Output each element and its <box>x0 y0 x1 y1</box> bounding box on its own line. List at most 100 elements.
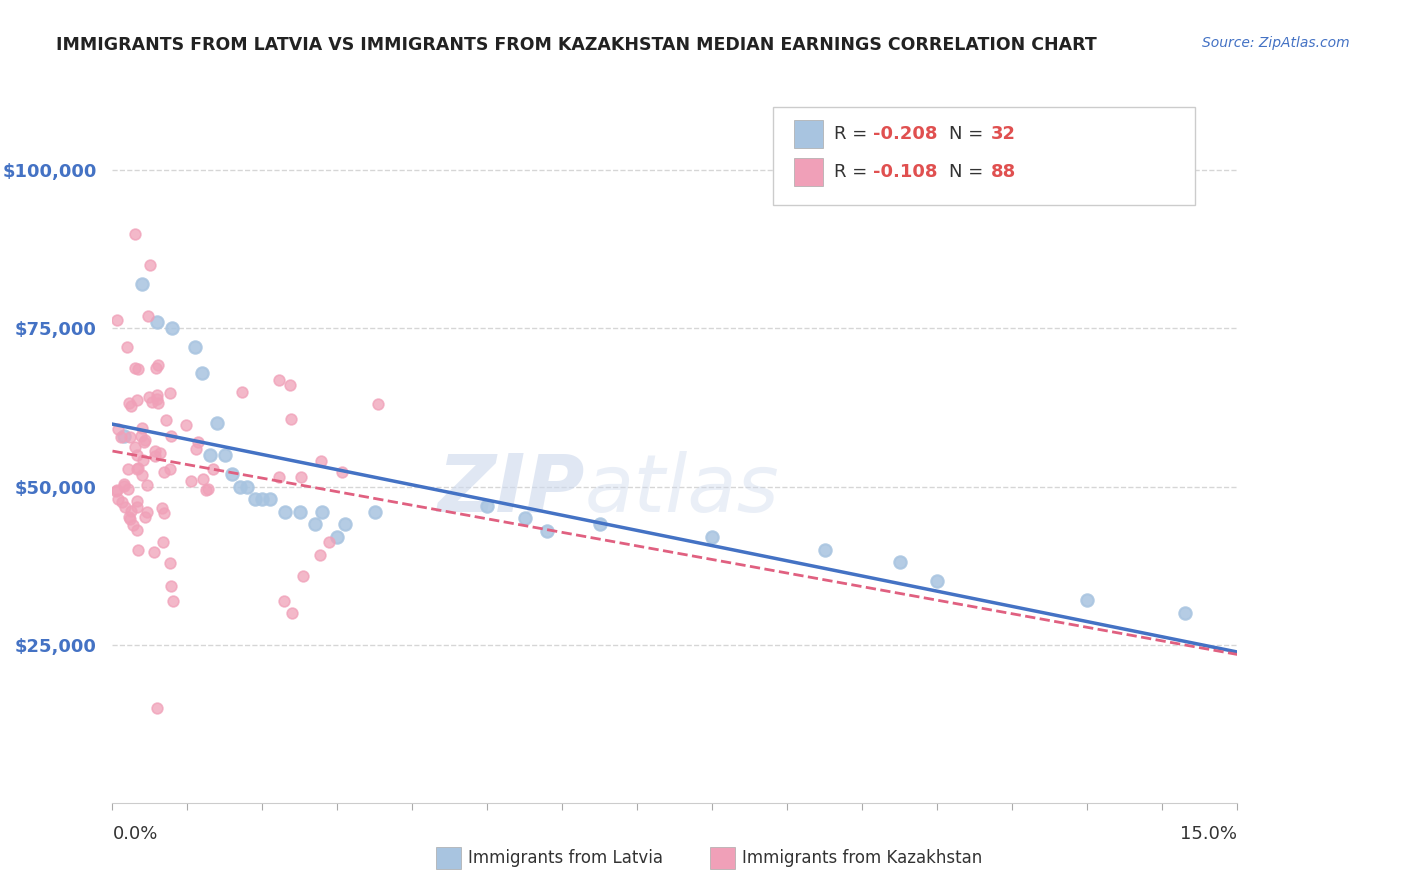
Point <box>118 510 141 524</box>
Point <box>107 492 129 507</box>
Point <box>309 548 332 562</box>
Point <box>191 366 214 380</box>
Point <box>162 321 184 335</box>
Text: ZIP: ZIP <box>437 450 585 529</box>
Point <box>318 535 340 549</box>
Point <box>155 413 177 427</box>
Point <box>311 505 333 519</box>
Point <box>138 390 160 404</box>
Point <box>114 500 136 514</box>
Point <box>259 492 281 507</box>
Point <box>127 542 149 557</box>
Point <box>120 504 142 518</box>
Point <box>180 474 202 488</box>
Point <box>162 593 184 607</box>
Point <box>288 505 311 519</box>
Point <box>274 505 297 519</box>
Point <box>127 361 149 376</box>
Point <box>134 509 156 524</box>
Point <box>309 454 332 468</box>
Point <box>187 434 209 449</box>
Point <box>145 388 167 402</box>
Text: atlas: atlas <box>585 450 780 529</box>
Point <box>589 517 612 532</box>
Point <box>146 315 169 329</box>
Point <box>143 544 166 558</box>
Text: Immigrants from Latvia: Immigrants from Latvia <box>468 849 664 867</box>
Point <box>117 340 139 354</box>
Point <box>252 492 274 507</box>
Point <box>117 462 139 476</box>
Point <box>197 482 219 496</box>
Point <box>110 430 132 444</box>
Point <box>135 478 157 492</box>
Point <box>221 467 243 481</box>
Point <box>280 412 302 426</box>
Text: 32: 32 <box>991 125 1017 143</box>
Point <box>145 360 167 375</box>
Point <box>184 442 207 456</box>
Point <box>153 507 176 521</box>
Point <box>243 492 266 507</box>
Point <box>191 472 214 486</box>
Point <box>118 512 141 526</box>
Point <box>290 469 312 483</box>
Point <box>159 385 181 400</box>
Point <box>148 358 170 372</box>
Text: Immigrants from Kazakhstan: Immigrants from Kazakhstan <box>742 849 983 867</box>
Point <box>146 701 169 715</box>
Point <box>160 429 183 443</box>
Point <box>124 227 146 241</box>
Point <box>105 483 128 497</box>
Point <box>146 392 169 407</box>
Point <box>132 435 155 450</box>
Point <box>292 569 315 583</box>
Point <box>367 397 389 411</box>
Point <box>136 309 159 323</box>
Point <box>107 422 129 436</box>
Point <box>120 399 142 413</box>
Text: 88: 88 <box>991 163 1017 181</box>
Point <box>202 462 225 476</box>
Point <box>281 606 304 620</box>
Point <box>195 483 218 498</box>
Text: R =: R = <box>834 125 873 143</box>
Point <box>150 501 173 516</box>
Point <box>127 500 149 514</box>
Point <box>118 396 141 410</box>
Point <box>214 448 236 462</box>
Point <box>143 449 166 463</box>
Point <box>132 452 155 467</box>
Point <box>513 511 536 525</box>
Point <box>1174 606 1197 620</box>
Point <box>267 373 290 387</box>
Point <box>139 258 162 272</box>
Point <box>153 465 176 479</box>
Point <box>159 556 181 570</box>
Point <box>143 444 166 458</box>
Point <box>229 479 252 493</box>
Point <box>273 593 295 607</box>
Point <box>131 420 153 434</box>
Point <box>149 446 172 460</box>
Point <box>333 517 356 532</box>
Point <box>702 530 724 544</box>
Point <box>127 494 149 508</box>
Text: N =: N = <box>949 163 988 181</box>
Point <box>129 429 152 443</box>
Point <box>121 517 143 532</box>
Point <box>124 360 146 375</box>
Point <box>326 530 349 544</box>
Point <box>124 441 146 455</box>
Point <box>131 277 153 292</box>
Point <box>174 417 197 432</box>
Point <box>112 479 135 493</box>
Text: -0.108: -0.108 <box>873 163 938 181</box>
Point <box>814 542 837 557</box>
Point <box>278 377 301 392</box>
Text: -0.208: -0.208 <box>873 125 938 143</box>
Point <box>159 578 181 592</box>
Point <box>152 535 174 549</box>
Text: 15.0%: 15.0% <box>1180 825 1237 843</box>
Point <box>127 393 149 408</box>
